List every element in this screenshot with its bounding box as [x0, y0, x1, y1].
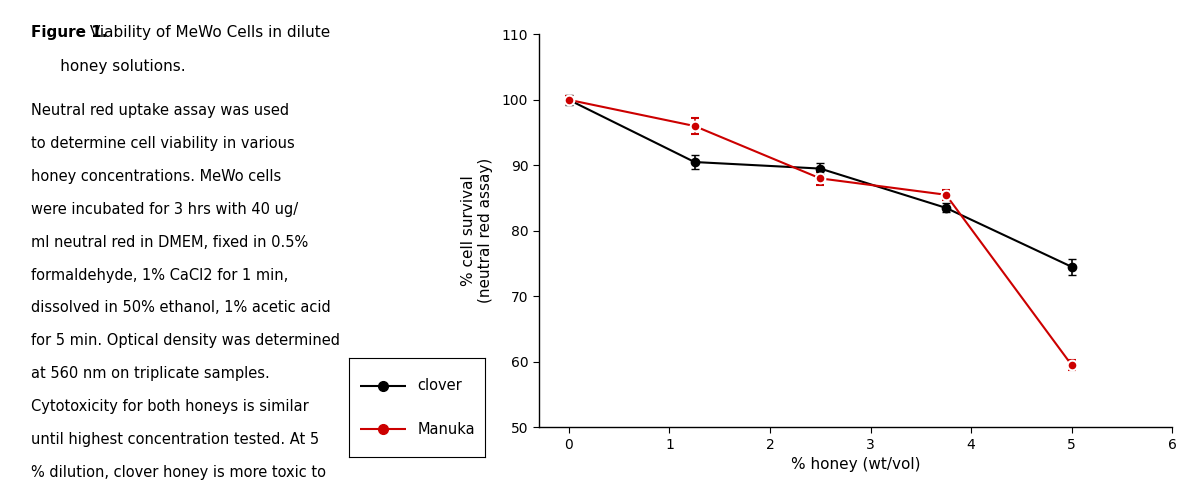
Text: for 5 min. Optical density was determined: for 5 min. Optical density was determine…	[31, 333, 340, 349]
Text: at 560 nm on triplicate samples.: at 560 nm on triplicate samples.	[31, 366, 270, 382]
Y-axis label: % cell survival
(neutral red assay): % cell survival (neutral red assay)	[461, 158, 494, 303]
Text: Manuka: Manuka	[418, 422, 475, 436]
Text: % dilution, clover honey is more toxic to: % dilution, clover honey is more toxic t…	[31, 465, 326, 480]
Text: dissolved in 50% ethanol, 1% acetic acid: dissolved in 50% ethanol, 1% acetic acid	[31, 300, 330, 316]
Text: Viability of MeWo Cells in dilute: Viability of MeWo Cells in dilute	[85, 25, 330, 40]
X-axis label: % honey (wt/vol): % honey (wt/vol)	[791, 457, 920, 472]
Text: Cytotoxicity for both honeys is similar: Cytotoxicity for both honeys is similar	[31, 399, 309, 414]
Text: honey solutions.: honey solutions.	[31, 59, 186, 74]
Text: ml neutral red in DMEM, fixed in 0.5%: ml neutral red in DMEM, fixed in 0.5%	[31, 235, 308, 250]
Text: were incubated for 3 hrs with 40 ug/: were incubated for 3 hrs with 40 ug/	[31, 202, 298, 217]
Text: to determine cell viability in various: to determine cell viability in various	[31, 136, 295, 151]
Text: clover: clover	[418, 379, 462, 393]
Text: formaldehyde, 1% CaCl2 for 1 min,: formaldehyde, 1% CaCl2 for 1 min,	[31, 268, 288, 283]
Text: until highest concentration tested. At 5: until highest concentration tested. At 5	[31, 432, 318, 447]
Text: Figure 1.: Figure 1.	[31, 25, 108, 40]
Text: honey concentrations. MeWo cells: honey concentrations. MeWo cells	[31, 169, 281, 184]
Text: Neutral red uptake assay was used: Neutral red uptake assay was used	[31, 103, 289, 118]
